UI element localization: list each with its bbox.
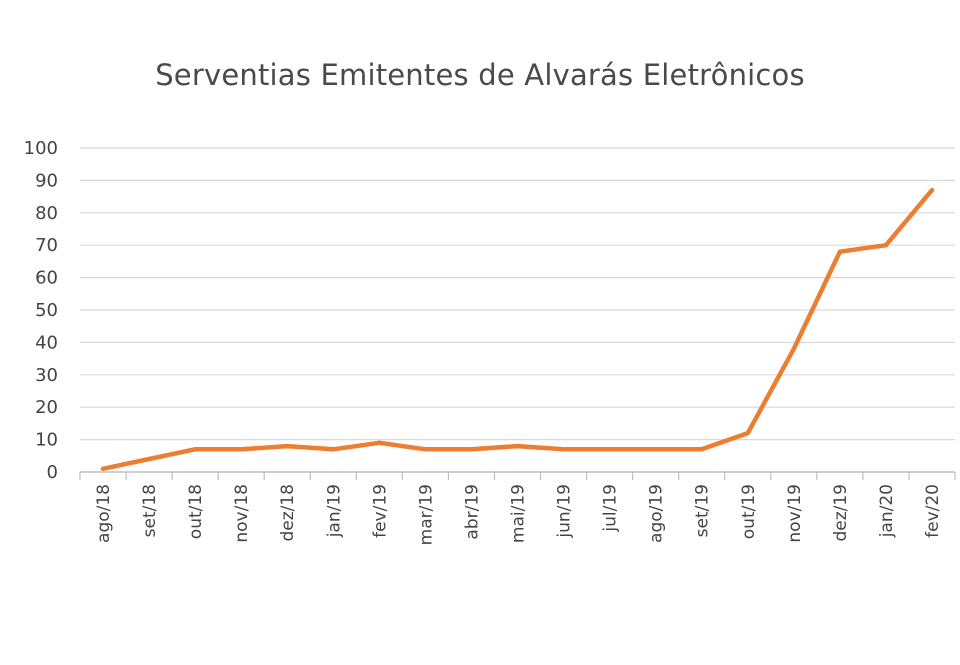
x-tick-label: jun/19 (555, 484, 575, 539)
data-point (745, 430, 750, 436)
data-point (146, 456, 152, 462)
y-tick-label: 30 (35, 365, 58, 386)
x-tick-label: jan/20 (877, 484, 897, 538)
x-tick-label: nov/19 (785, 484, 805, 543)
data-point (469, 447, 474, 452)
x-tick-label: mar/19 (416, 484, 436, 545)
x-tick-label: jan/19 (324, 484, 344, 538)
x-tick-label: dez/19 (831, 484, 851, 542)
y-tick-label: 50 (35, 300, 58, 321)
chart-title: Serventias Emitentes de Alvarás Eletrôni… (155, 58, 805, 92)
x-axis-ticks: ago/18 set/18 out/18 nov/18 dez/18 jan/19 fev/… (94, 484, 943, 545)
data-point (377, 440, 382, 446)
data-point (929, 187, 935, 193)
x-tick-label: set/18 (140, 484, 160, 537)
series-line-0 (100, 187, 935, 472)
x-tick-label: abr/19 (462, 484, 482, 540)
data-point (607, 447, 612, 452)
data-point (423, 447, 428, 452)
y-axis-ticks: 0 10 20 30 40 50 60 70 80 90 100 (24, 138, 58, 483)
x-axis (79, 471, 956, 480)
x-tick-label: mai/19 (509, 484, 529, 543)
data-point (791, 346, 797, 352)
data-point (883, 243, 889, 248)
y-tick-label: 40 (35, 332, 58, 353)
data-point (331, 447, 336, 452)
x-tick-label: nov/18 (232, 484, 252, 543)
series-layer (100, 187, 935, 472)
data-point (100, 466, 106, 471)
y-tick-label: 10 (35, 430, 58, 451)
data-point (238, 447, 244, 452)
data-point (285, 443, 290, 449)
data-point (561, 447, 566, 452)
x-tick-label: fev/20 (923, 484, 943, 538)
y-tick-label: 0 (47, 462, 58, 483)
gridlines (80, 147, 955, 441)
x-tick-label: out/18 (186, 484, 206, 539)
data-point (653, 447, 658, 452)
y-tick-label: 20 (35, 397, 58, 418)
x-tick-label: jul/19 (601, 484, 621, 533)
x-tick-label: fev/19 (370, 484, 390, 538)
data-point (515, 443, 520, 449)
data-point (837, 249, 843, 254)
data-point (699, 447, 704, 452)
x-tick-label: dez/18 (278, 484, 298, 542)
x-tick-label: out/19 (739, 484, 759, 539)
y-tick-label: 100 (24, 138, 58, 159)
x-tick-label: ago/19 (647, 484, 667, 543)
data-point (192, 447, 198, 452)
y-tick-label: 70 (35, 235, 58, 256)
y-tick-label: 60 (35, 268, 58, 289)
y-tick-label: 90 (35, 170, 58, 191)
x-tick-label: set/19 (693, 484, 713, 537)
x-tick-label: ago/18 (94, 484, 114, 543)
y-tick-label: 80 (35, 203, 58, 224)
